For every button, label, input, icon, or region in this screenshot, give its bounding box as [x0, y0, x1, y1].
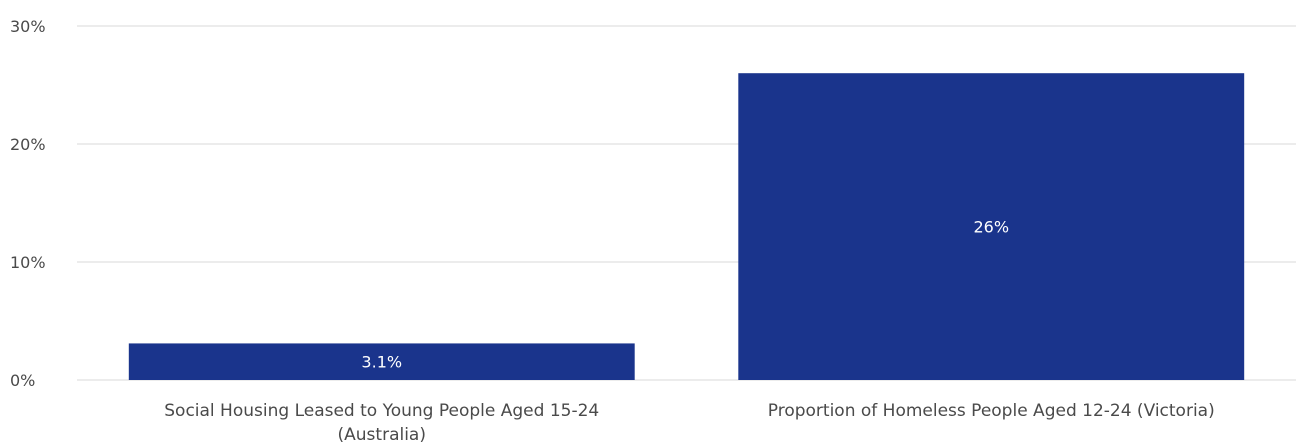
y-tick-label-1: 10%: [10, 253, 46, 272]
y-tick-label-2: 20%: [10, 135, 46, 154]
category-label-1-line-0: Proportion of Homeless People Aged 12-24…: [768, 401, 1215, 421]
category-label-0-line-0: Social Housing Leased to Young People Ag…: [164, 401, 599, 421]
y-axis-ticks: 0% 10% 20% 30%: [10, 17, 46, 390]
data-label-0: 3.1%: [361, 353, 402, 372]
bar-0: [128, 343, 635, 380]
data-labels: 3.1% 26%: [361, 218, 1009, 372]
bar-1: [738, 73, 1245, 380]
data-label-1: 26%: [973, 218, 1009, 237]
y-tick-label-0: 0%: [10, 371, 35, 390]
category-labels: Social Housing Leased to Young People Ag…: [164, 401, 1214, 445]
y-tick-label-3: 30%: [10, 17, 46, 36]
bars: [128, 73, 1245, 380]
category-label-0-line-1: (Australia): [338, 425, 426, 445]
